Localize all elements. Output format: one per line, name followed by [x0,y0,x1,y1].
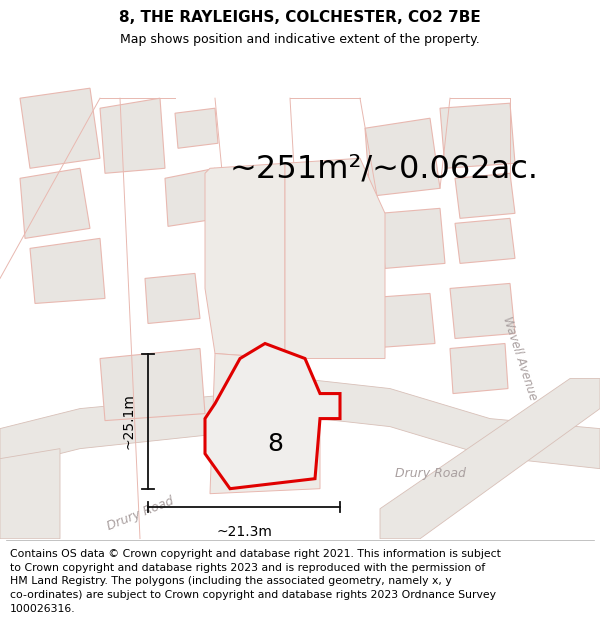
Polygon shape [360,294,435,349]
Polygon shape [455,173,515,218]
Polygon shape [380,208,445,268]
Polygon shape [20,88,100,168]
Text: 8, THE RAYLEIGHS, COLCHESTER, CO2 7BE: 8, THE RAYLEIGHS, COLCHESTER, CO2 7BE [119,9,481,24]
Polygon shape [205,344,340,489]
Text: 8: 8 [267,432,283,456]
Text: Wavell Avenue: Wavell Avenue [500,315,539,402]
Polygon shape [100,98,165,173]
Polygon shape [455,218,515,263]
Text: Drury Road: Drury Road [395,467,466,480]
Polygon shape [380,379,600,539]
Polygon shape [285,158,385,359]
Text: Map shows position and indicative extent of the property.: Map shows position and indicative extent… [120,32,480,46]
Polygon shape [210,354,320,494]
Polygon shape [450,283,515,339]
Polygon shape [205,163,285,359]
Polygon shape [100,349,205,421]
Polygon shape [450,344,508,394]
Text: ~251m²/~0.062ac.: ~251m²/~0.062ac. [230,153,539,184]
Polygon shape [0,449,60,539]
Text: Contains OS data © Crown copyright and database right 2021. This information is : Contains OS data © Crown copyright and d… [10,549,501,614]
Polygon shape [0,379,600,469]
Polygon shape [145,273,200,324]
Polygon shape [175,108,218,148]
Polygon shape [20,168,90,238]
Text: ~21.3m: ~21.3m [216,525,272,539]
Polygon shape [30,238,105,304]
Text: ~25.1m: ~25.1m [122,393,136,449]
Polygon shape [440,103,515,168]
Polygon shape [165,168,220,226]
Polygon shape [365,118,440,196]
Text: Drury Road: Drury Road [105,494,175,533]
